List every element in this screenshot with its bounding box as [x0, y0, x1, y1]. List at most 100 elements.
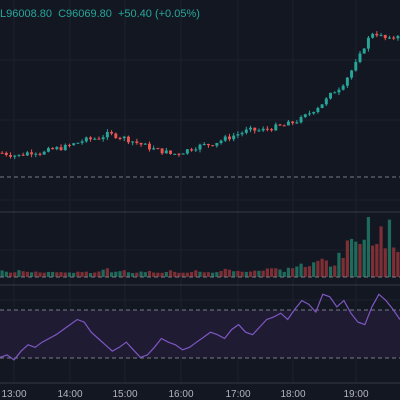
candle-body — [55, 147, 59, 150]
volume-bar — [375, 243, 379, 277]
candle-body — [164, 150, 168, 154]
candle-body — [383, 35, 387, 39]
candle-body — [232, 135, 236, 140]
candle-body — [358, 53, 362, 62]
candle-body — [173, 153, 177, 155]
volume-bar — [29, 272, 34, 277]
volume-bar — [358, 243, 362, 277]
candle-body — [388, 37, 391, 39]
volume-bar — [219, 271, 223, 277]
candle-body — [0, 152, 4, 154]
volume-bar — [93, 272, 97, 277]
candle-body — [160, 148, 164, 154]
volume-bar — [55, 272, 59, 277]
change-value: +50.40 (+0.05%) — [117, 8, 200, 20]
candle-body — [4, 152, 8, 156]
volume-bar — [88, 273, 93, 277]
candle-body — [63, 144, 67, 151]
volume-bar — [126, 272, 131, 277]
volume-bar — [240, 271, 244, 277]
volume-bar — [185, 272, 189, 277]
volume-bar — [236, 270, 240, 277]
volume-bar — [173, 271, 177, 277]
candle-body — [228, 136, 231, 140]
volume-bar — [181, 272, 185, 277]
candle-body — [211, 145, 215, 147]
candle-body — [303, 114, 307, 118]
volume-bar — [152, 272, 156, 277]
volume-bar — [227, 269, 232, 277]
volume-bar — [168, 270, 173, 277]
volume-bar — [42, 272, 46, 277]
volume-bar — [147, 270, 152, 277]
candle-body — [206, 143, 210, 146]
candle-body — [392, 37, 396, 39]
volume-bar — [345, 240, 349, 277]
candle-body — [261, 128, 265, 131]
candle-body — [148, 143, 151, 150]
volume-bar — [261, 270, 265, 277]
volume-bar — [324, 260, 328, 277]
candle-body — [282, 125, 286, 127]
candle-body — [198, 144, 202, 150]
volume-bar — [21, 271, 25, 277]
volume-bar — [131, 273, 135, 277]
time-label: 16:00 — [168, 389, 194, 400]
volume-bar — [46, 271, 51, 277]
volume-bar — [211, 272, 215, 277]
volume-bar — [59, 272, 63, 277]
candle-body — [97, 138, 101, 140]
volume-bar — [63, 272, 67, 277]
candle-body — [379, 35, 383, 37]
candle-body — [219, 140, 223, 143]
candle-body — [366, 37, 370, 49]
candle-body — [72, 143, 76, 146]
candle-body — [362, 48, 366, 54]
candle-body — [375, 33, 379, 36]
candle-body — [76, 142, 80, 144]
candle-body — [341, 85, 345, 90]
candle-body — [139, 142, 143, 145]
candle-body — [337, 89, 341, 93]
candle-body — [270, 129, 274, 131]
volume-bar — [67, 272, 72, 277]
volume-bar — [72, 272, 76, 277]
volume-bar — [189, 271, 194, 277]
volume-bar — [109, 272, 114, 277]
candle-body — [291, 121, 295, 124]
volume-bar — [156, 272, 160, 277]
candle-body — [135, 141, 139, 143]
volume-bar — [143, 272, 147, 277]
candle-body — [25, 152, 29, 156]
volume-bar — [206, 272, 211, 277]
volume-bars — [0, 217, 400, 278]
candle-body — [333, 92, 337, 94]
volume-bar — [383, 248, 387, 277]
candle-body — [169, 150, 172, 154]
candle-body — [316, 107, 320, 113]
candle-body — [101, 137, 105, 140]
volume-bar — [232, 271, 236, 277]
volume-bar — [274, 268, 278, 277]
candle-body — [156, 148, 160, 150]
volume-bar — [307, 266, 312, 277]
volume-bar — [349, 238, 354, 277]
time-label: 17:00 — [225, 389, 251, 400]
volume-bar — [278, 269, 282, 277]
candle-body — [299, 117, 303, 123]
volume-bar — [223, 268, 227, 277]
time-label: 14:00 — [57, 389, 83, 400]
volume-bar — [202, 272, 206, 277]
candle-body — [236, 134, 240, 136]
candle-body — [84, 137, 88, 142]
candle-body — [274, 124, 278, 131]
candle-body — [89, 137, 92, 140]
candle-body — [345, 77, 349, 86]
volume-bar — [371, 245, 375, 277]
price-candles — [0, 31, 400, 160]
candle-body — [295, 122, 299, 124]
volume-bar — [265, 268, 269, 277]
volume-bar — [299, 263, 303, 277]
candle-body — [253, 127, 257, 131]
